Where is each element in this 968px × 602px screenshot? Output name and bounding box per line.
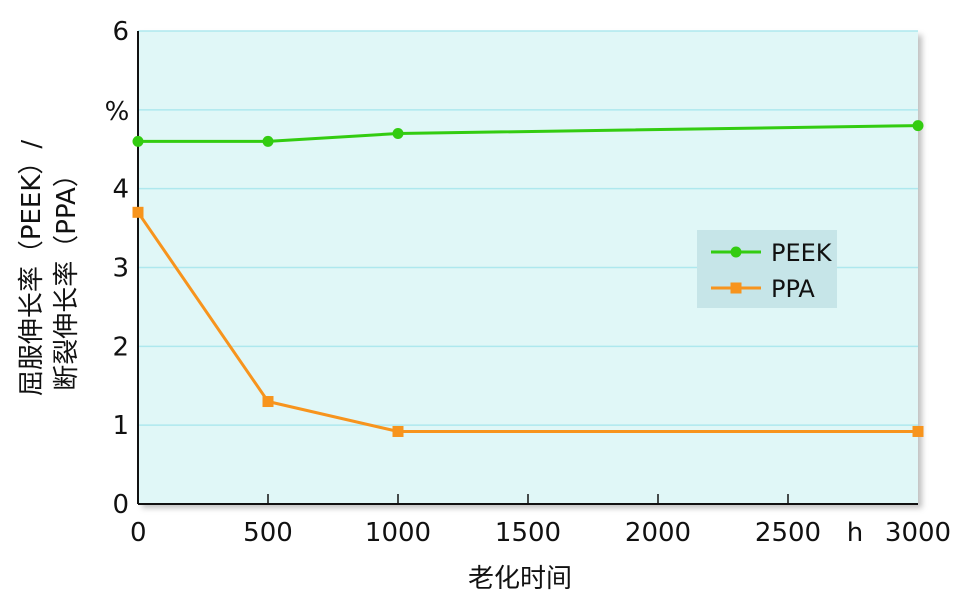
- legend-box: [697, 230, 837, 308]
- x-tick-label: 500: [243, 518, 293, 548]
- x-tick-label: 2000: [625, 518, 691, 548]
- y-tick-label: 4: [112, 175, 129, 205]
- x-axis-title: 老化时间: [468, 564, 572, 594]
- data-point-ppa: [262, 396, 274, 408]
- y-tick-label: 6: [112, 17, 129, 47]
- data-point-ppa: [392, 425, 404, 437]
- y-axis-unit: %: [105, 97, 130, 127]
- x-tick-label: 1500: [495, 518, 561, 548]
- data-point-peek: [132, 135, 144, 147]
- gridlines: [138, 30, 918, 426]
- y-axis-title-line2: 断裂伸长率（PPA）: [52, 161, 82, 390]
- x-tick-labels: 0 500 1000 1500 2000 2500 3000: [130, 518, 951, 548]
- series-layer: [132, 120, 924, 437]
- x-tick-label: 1000: [365, 518, 431, 548]
- series-line-ppa: [136, 211, 918, 433]
- data-point-peek: [912, 120, 924, 132]
- data-point-ppa: [132, 206, 144, 218]
- x-tick-label: 2500: [755, 518, 821, 548]
- legend-swatch-marker: [730, 246, 742, 258]
- legend-label: PEEK: [771, 239, 833, 267]
- data-point-peek: [392, 127, 404, 139]
- y-tick-label: 3: [112, 254, 129, 284]
- x-tick-label: 0: [130, 518, 147, 548]
- legend-label: PPA: [771, 275, 815, 303]
- legend-swatch-marker: [730, 282, 742, 294]
- x-axis-unit: h: [847, 518, 863, 548]
- y-tick-label: 0: [112, 490, 129, 520]
- data-point-peek: [262, 135, 274, 147]
- series-line-peek: [138, 124, 919, 143]
- y-tick-labels: 0 1 2 3 4 6: [112, 17, 129, 520]
- y-tick-label: 2: [112, 332, 129, 362]
- x-tick-label: 3000: [885, 518, 951, 548]
- y-axis-title-line1: 屈服伸长率（PEEK）/: [17, 140, 47, 397]
- legend: PEEK PPA: [697, 230, 837, 308]
- data-point-ppa: [912, 425, 924, 437]
- x-tick-marks: [267, 494, 789, 504]
- y-tick-label: 1: [112, 411, 129, 441]
